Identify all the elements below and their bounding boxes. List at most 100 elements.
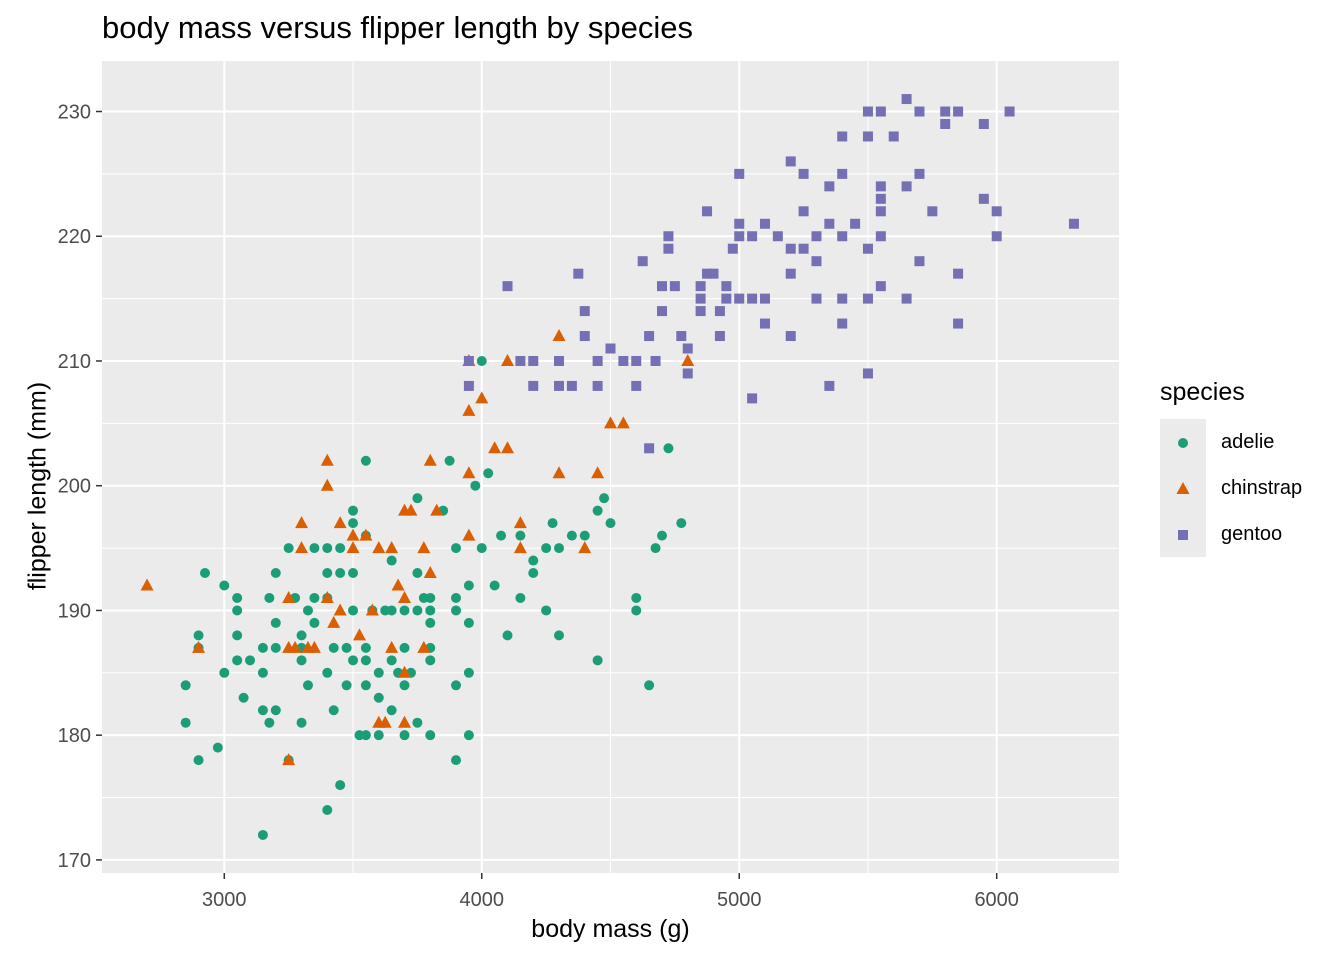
chinstrap-point (327, 615, 341, 628)
gentoo-point (759, 318, 770, 329)
legend-keys: adelie chinstrap gentoo (1160, 419, 1302, 557)
adelie-point (631, 592, 642, 603)
legend-symbol-chinstrap (1176, 482, 1190, 494)
chinstrap-point (578, 541, 592, 554)
legend-label-chinstrap: chinstrap (1221, 476, 1303, 499)
gentoo-point (663, 231, 674, 242)
chinstrap-point (423, 566, 437, 579)
adelie-point (489, 580, 500, 591)
adelie-point (463, 730, 474, 741)
chinstrap-point (288, 640, 302, 653)
gentoo-point (682, 343, 693, 354)
adelie-point (180, 680, 191, 691)
gentoo-point (953, 318, 964, 329)
gentoo-point (862, 106, 873, 117)
adelie-point (399, 730, 410, 741)
gentoo-point (1068, 218, 1079, 229)
gentoo-point (463, 355, 474, 366)
adelie-point (412, 493, 423, 504)
adelie-point (451, 543, 462, 554)
adelie-point (554, 630, 565, 641)
y-tick-label: 200 (58, 476, 91, 498)
adelie-point (373, 730, 384, 741)
adelie-point (599, 493, 610, 504)
adelie-point (676, 518, 687, 529)
adelie-point (386, 555, 397, 566)
chinstrap-point (372, 541, 386, 554)
chinstrap-point (488, 441, 502, 454)
adelie-point (219, 667, 230, 678)
adelie-point (283, 543, 294, 554)
adelie-point (302, 605, 313, 616)
gentoo-point (734, 293, 745, 304)
gentoo-point (953, 268, 964, 279)
gentoo-point (502, 281, 513, 292)
gentoo-point (618, 355, 629, 366)
gentoo-point (837, 131, 848, 142)
adelie-point (193, 755, 204, 766)
adelie-point (386, 605, 397, 616)
gentoo-point (978, 118, 989, 129)
gentoo-point (862, 368, 873, 379)
chinstrap-point (333, 603, 347, 616)
adelie-point (257, 642, 268, 653)
adelie-point (348, 505, 359, 516)
adelie-point (322, 568, 333, 579)
gentoo-point (463, 380, 474, 391)
adelie-point (425, 617, 436, 628)
gentoo-point (579, 331, 590, 342)
chinstrap-point (320, 453, 334, 466)
axes: 3000 4000 5000 6000 170 180 190 200 210 220 230 (58, 102, 1019, 911)
adelie-point (541, 543, 552, 554)
gentoo-point (695, 306, 706, 317)
adelie-point (425, 655, 436, 666)
legend-marker-chinstrap (1176, 482, 1190, 494)
adelie-point (451, 605, 462, 616)
gentoo-point (682, 368, 693, 379)
gentoo-point (811, 231, 822, 242)
gentoo-point (721, 281, 732, 292)
gentoo-point (901, 293, 912, 304)
gentoo-point (747, 231, 758, 242)
gentoo-point (875, 281, 886, 292)
legend-item-gentoo: gentoo (1160, 511, 1302, 557)
adelie-point (360, 730, 371, 741)
adelie-point (270, 617, 281, 628)
series-adelie (180, 355, 687, 840)
gentoo-point (991, 206, 1002, 217)
x-tick-label: 3000 (202, 889, 247, 911)
legend-key-adelie (1160, 419, 1206, 465)
adelie-point (451, 755, 462, 766)
gentoo-point (592, 355, 603, 366)
adelie-point (425, 730, 436, 741)
adelie-point (270, 705, 281, 716)
gentoo-point (875, 181, 886, 192)
adelie-point (483, 468, 494, 479)
adelie-point (425, 592, 436, 603)
adelie-point (296, 717, 307, 728)
gentoo-point (734, 231, 745, 242)
gentoo-point (663, 243, 674, 254)
gentoo-point (727, 243, 738, 254)
adelie-point (463, 667, 474, 678)
chinstrap-point (462, 403, 476, 416)
adelie-point (386, 655, 397, 666)
adelie-point (309, 543, 320, 554)
gentoo-point (637, 256, 648, 267)
adelie-point (663, 443, 674, 454)
gentoo-point (702, 268, 713, 279)
adelie-point (245, 655, 256, 666)
y-tick-label: 190 (58, 600, 91, 622)
gentoo-point (714, 331, 725, 342)
adelie-point (554, 543, 565, 554)
chinstrap-point (282, 753, 296, 766)
gentoo-point (747, 293, 758, 304)
gentoo-point (656, 306, 667, 317)
gentoo-point (798, 206, 809, 217)
adelie-point (373, 692, 384, 703)
legend-marker-adelie (1178, 438, 1188, 448)
adelie-point (193, 630, 204, 641)
gentoo-point (953, 106, 964, 117)
adelie-point (341, 642, 352, 653)
chinstrap-point (398, 665, 412, 678)
